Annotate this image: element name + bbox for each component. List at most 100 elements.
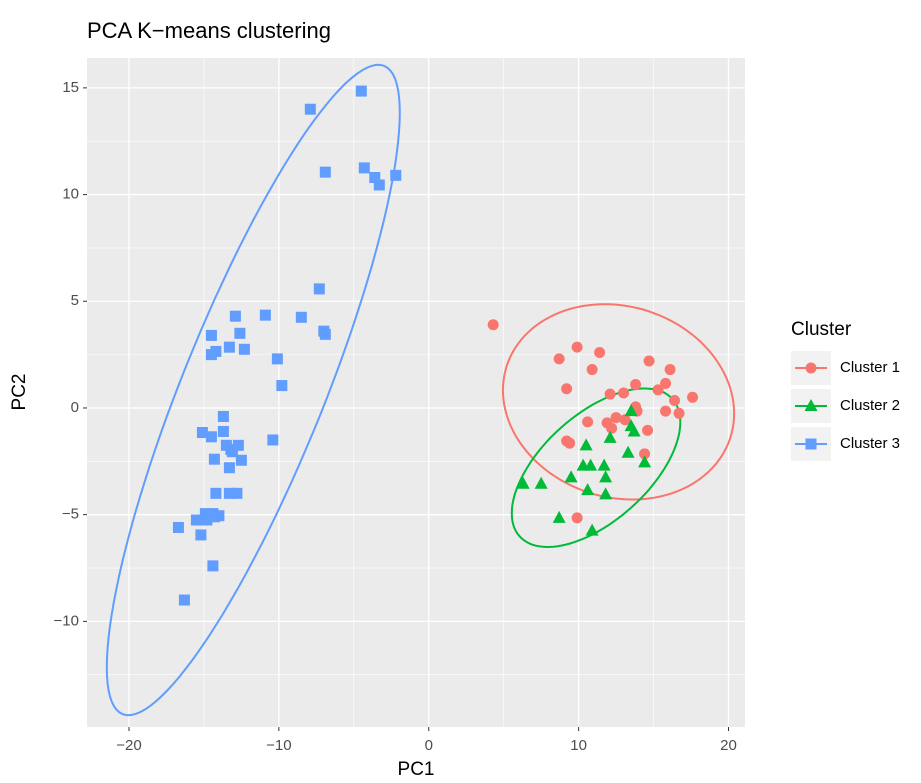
data-point (199, 508, 211, 520)
data-point (229, 310, 241, 322)
data-point (208, 453, 220, 465)
data-point (313, 283, 325, 295)
data-point (638, 455, 652, 468)
data-point (604, 388, 616, 400)
data-point (564, 437, 576, 449)
data-point (624, 404, 638, 417)
data-point (599, 470, 613, 483)
data-point (660, 377, 672, 389)
data-point (369, 172, 381, 184)
data-point (643, 355, 655, 367)
plot-panel (87, 58, 745, 727)
data-point (552, 510, 566, 523)
data-point (630, 378, 642, 390)
data-point (687, 391, 699, 403)
data-point (196, 427, 208, 439)
y-tick-label: −5 (62, 506, 79, 523)
data-point (319, 328, 331, 340)
data-point (390, 169, 402, 181)
data-point (223, 487, 235, 499)
data-point (231, 487, 243, 499)
data-point (217, 411, 229, 423)
data-point (205, 329, 217, 341)
data-point (355, 85, 367, 97)
data-point (223, 341, 235, 353)
legend-title: Cluster (791, 319, 852, 340)
data-point (226, 446, 238, 458)
x-axis-title: PC1 (398, 759, 435, 780)
y-tick-label: −10 (54, 612, 79, 629)
data-point (276, 380, 288, 392)
data-point (207, 560, 219, 572)
confidence-ellipse (105, 63, 401, 717)
data-point (664, 364, 676, 376)
data-point (579, 438, 593, 451)
y-axis-title: PC2 (9, 374, 30, 411)
data-point (585, 523, 599, 536)
data-point (267, 434, 279, 446)
legend-symbol (805, 438, 817, 450)
data-point (582, 416, 594, 428)
data-point (586, 364, 598, 376)
data-point (373, 179, 385, 191)
data-point (597, 458, 611, 471)
data-point (642, 424, 654, 436)
data-point (561, 383, 573, 395)
data-point (235, 454, 247, 466)
y-tick-label: 10 (62, 186, 79, 203)
data-point (271, 353, 283, 365)
data-point (205, 431, 217, 443)
x-tick-label: 10 (570, 737, 587, 754)
data-point (172, 521, 184, 533)
data-point (564, 470, 578, 483)
data-point (487, 319, 499, 331)
data-point (205, 349, 217, 361)
data-point (234, 327, 246, 339)
data-point (190, 514, 202, 526)
data-point (571, 341, 583, 353)
data-point (571, 512, 583, 524)
data-point (599, 487, 613, 500)
data-point (669, 395, 681, 407)
x-tick-label: −20 (116, 737, 141, 754)
data-point (516, 476, 530, 489)
data-point (208, 511, 220, 523)
data-point (619, 414, 631, 426)
legend-symbol (804, 399, 818, 411)
data-point (553, 353, 565, 365)
data-point (660, 405, 672, 417)
data-point (304, 103, 316, 115)
data-point (673, 407, 685, 419)
data-point (652, 384, 664, 396)
data-point (217, 425, 229, 437)
data-point (618, 387, 630, 399)
data-point (627, 424, 641, 437)
y-tick-label: 5 (71, 292, 79, 309)
data-point (295, 311, 307, 323)
data-point (603, 430, 617, 443)
data-point (259, 309, 271, 321)
data-point (232, 439, 244, 451)
data-point (621, 445, 635, 458)
data-point (210, 487, 222, 499)
data-point (238, 343, 250, 355)
data-point (606, 422, 618, 434)
data-point (201, 514, 213, 526)
data-point (594, 346, 606, 358)
data-point (195, 529, 207, 541)
data-point (610, 412, 622, 424)
data-point (178, 594, 190, 606)
confidence-ellipse (501, 303, 736, 501)
y-tick-label: 15 (62, 79, 79, 96)
x-tick-label: −10 (266, 737, 291, 754)
x-tick-label: 0 (425, 737, 433, 754)
legend-symbol (805, 362, 817, 374)
legend-label: Cluster 3 (840, 435, 900, 452)
data-point (223, 462, 235, 474)
data-point (581, 483, 595, 496)
chart-title: PCA K−means clustering (87, 18, 331, 43)
data-point (534, 476, 548, 489)
data-point (319, 166, 331, 178)
legend-label: Cluster 1 (840, 359, 900, 376)
